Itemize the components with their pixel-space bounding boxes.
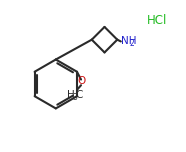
Text: HCl: HCl bbox=[147, 14, 167, 27]
Text: O: O bbox=[77, 76, 86, 86]
Text: C: C bbox=[75, 90, 82, 100]
Text: H: H bbox=[67, 90, 75, 100]
Text: 2: 2 bbox=[130, 39, 134, 48]
Text: 3: 3 bbox=[73, 93, 77, 102]
Text: NH: NH bbox=[121, 36, 137, 46]
